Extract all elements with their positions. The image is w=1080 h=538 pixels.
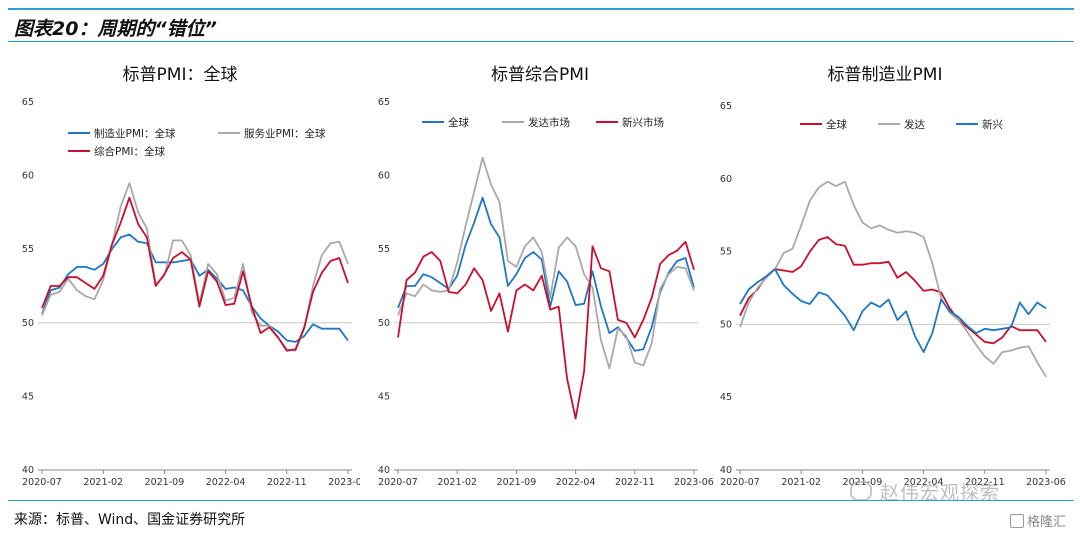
legend-label: 全球 [826, 118, 847, 131]
x-tick-label: 2023-06 [1026, 477, 1066, 488]
x-tick-label: 2020-07 [378, 477, 418, 488]
x-tick-label: 2021-02 [781, 477, 821, 488]
legend-label: 发达市场 [528, 116, 570, 129]
x-tick-label: 2023-06 [674, 477, 714, 488]
y-tick-label: 40 [378, 465, 390, 476]
y-tick-label: 40 [720, 465, 732, 476]
y-tick-label: 40 [22, 465, 34, 476]
y-tick-label: 45 [720, 392, 732, 403]
x-tick-label: 2022-04 [904, 477, 944, 488]
x-tick-label: 2020-07 [720, 477, 760, 488]
x-tick-label: 2022-04 [556, 477, 596, 488]
legend-label: 全球 [448, 116, 469, 129]
y-tick-label: 65 [22, 97, 34, 108]
figure-title: 图表20：周期的“错位” [14, 18, 217, 40]
source-note: 来源：标普、Wind、国金证券研究所 [14, 512, 246, 528]
y-tick-label: 50 [720, 319, 732, 330]
chart-composite-pmi: 标普综合PMI 40 45 50 55 60 65 2020-07 2021-02 2021-09… [378, 65, 714, 488]
x-tick-label: 2022-11 [615, 477, 655, 488]
x-tick-label: 2021-02 [83, 477, 123, 488]
y-tick-label: 55 [720, 247, 732, 258]
y-tick-label: 60 [378, 171, 390, 182]
y-tick-label: 65 [378, 97, 390, 108]
series-line [397, 157, 695, 370]
series-line [41, 196, 349, 352]
chart-title: 标普制造业PMI [828, 65, 943, 85]
chart-global-pmi: 标普PMI：全球 40 45 50 55 60 65 2020-07 2021-02 2021-0… [22, 65, 360, 488]
x-tick-label: 2021-02 [437, 477, 477, 488]
top-rule [8, 8, 1074, 10]
y-tick-label: 45 [22, 391, 34, 402]
legend-label: 制造业PMI：全球 [94, 127, 176, 140]
y-tick-label: 60 [22, 171, 34, 182]
x-tick-label: 2021-09 [145, 477, 185, 488]
y-tick-label: 50 [378, 318, 390, 329]
chart-title: 标普综合PMI [491, 65, 589, 85]
x-tick-label: 2022-11 [965, 477, 1005, 488]
logo: 格隆汇 [1010, 511, 1066, 530]
series-line [739, 268, 1047, 354]
series-line [739, 180, 1047, 378]
y-tick-label: 65 [720, 101, 732, 112]
bottom-rule [8, 500, 1074, 501]
wechat-icon [850, 481, 872, 501]
chart-title: 标普PMI：全球 [123, 65, 238, 85]
logo-text: 格隆汇 [1027, 515, 1067, 530]
series-line [41, 233, 349, 343]
y-tick-label: 55 [22, 244, 34, 255]
x-tick-label: 2022-04 [206, 477, 246, 488]
y-tick-label: 55 [378, 244, 390, 255]
legend-label: 发达 [904, 118, 925, 131]
x-tick-label: 2022-11 [267, 477, 307, 488]
legend-label: 新兴 [982, 118, 1003, 131]
y-tick-label: 45 [378, 391, 390, 402]
legend-label: 服务业PMI：全球 [244, 127, 326, 140]
series-line [739, 236, 1047, 345]
logo-icon [1010, 514, 1024, 528]
title-rule [8, 41, 1074, 42]
series-line [397, 240, 695, 420]
y-tick-label: 60 [720, 174, 732, 185]
x-tick-label: 2023-06 [328, 477, 360, 488]
y-tick-label: 50 [22, 318, 34, 329]
watermark-text: 赵伟宏观探索 [880, 482, 1001, 504]
legend-label: 新兴市场 [622, 116, 664, 129]
x-tick-label: 2021-09 [497, 477, 537, 488]
legend-label: 综合PMI：全球 [94, 145, 165, 158]
x-tick-label: 2020-07 [22, 477, 62, 488]
